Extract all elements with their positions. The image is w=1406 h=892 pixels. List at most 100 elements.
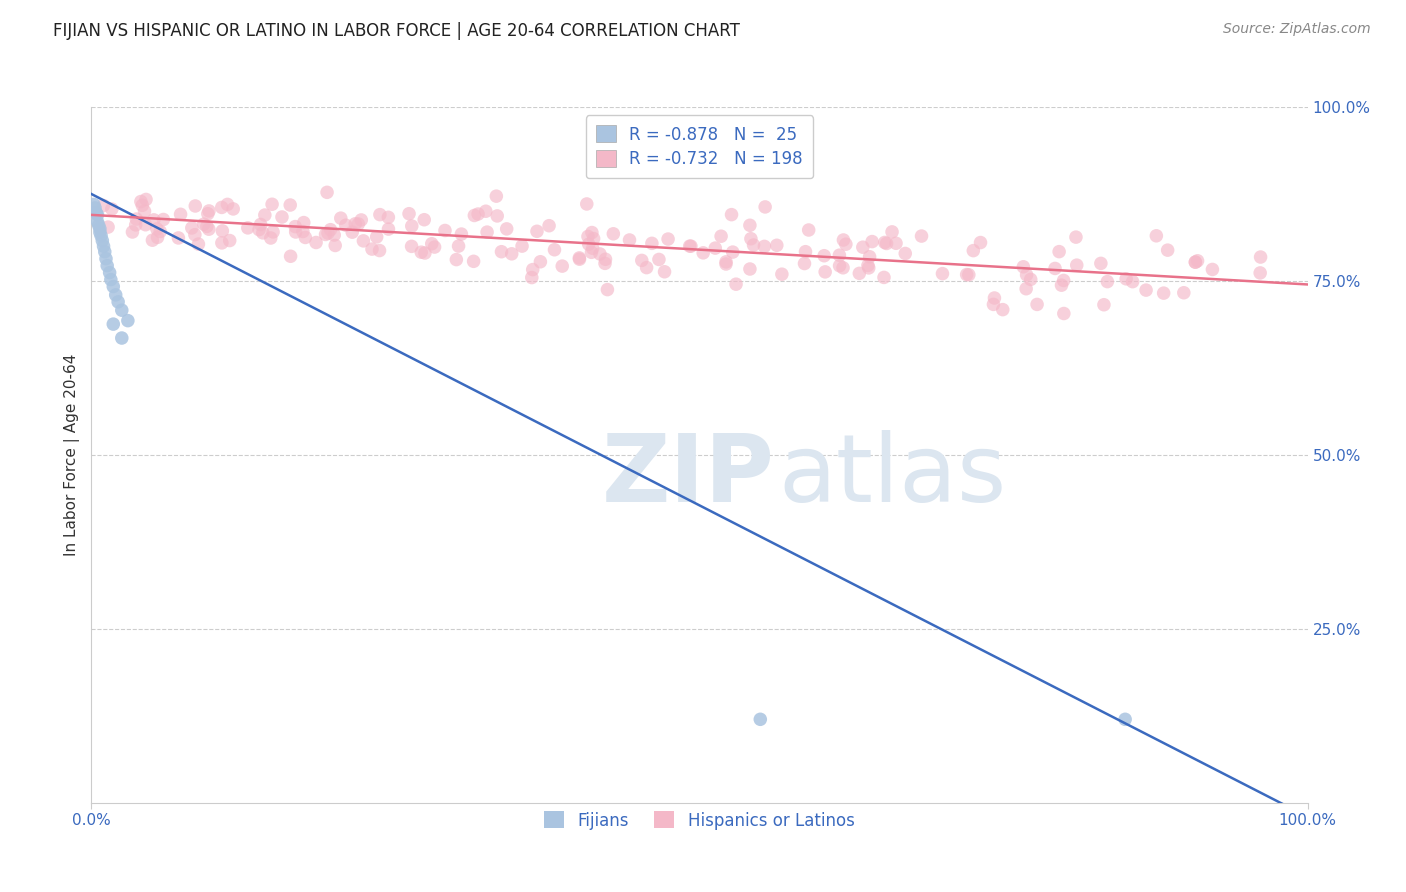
Point	[361, 242, 384, 256]
Point	[1173, 285, 1195, 300]
Point	[103, 317, 125, 331]
Point	[858, 260, 880, 275]
Point	[1201, 262, 1223, 277]
Point	[884, 236, 907, 251]
Point	[96, 259, 118, 273]
Point	[770, 267, 793, 281]
Point	[335, 218, 357, 232]
Point	[463, 254, 485, 268]
Point	[1187, 253, 1209, 268]
Point	[377, 222, 399, 236]
Point	[401, 219, 423, 233]
Point	[262, 197, 284, 211]
Point	[411, 245, 433, 260]
Point	[593, 256, 616, 270]
Y-axis label: In Labor Force | Age 20-64: In Labor Force | Age 20-64	[65, 354, 80, 556]
Point	[1026, 297, 1049, 311]
Point	[1066, 258, 1088, 272]
Point	[315, 227, 337, 242]
Point	[1047, 244, 1070, 259]
Point	[582, 241, 605, 255]
Point	[720, 208, 742, 222]
Point	[636, 260, 658, 275]
Point	[169, 207, 191, 221]
Point	[529, 254, 551, 268]
Point	[433, 223, 456, 237]
Point	[131, 198, 153, 212]
Point	[84, 201, 107, 215]
Point	[447, 239, 470, 253]
Point	[1012, 260, 1035, 274]
Point	[510, 239, 533, 253]
Point	[495, 222, 517, 236]
Point	[398, 207, 420, 221]
Point	[146, 222, 169, 236]
Point	[575, 197, 598, 211]
Point	[1114, 712, 1136, 726]
Point	[619, 233, 641, 247]
Point	[894, 246, 917, 260]
Point	[344, 217, 367, 231]
Point	[551, 259, 574, 273]
Point	[423, 240, 446, 254]
Point	[211, 224, 233, 238]
Point	[86, 208, 108, 222]
Point	[420, 236, 443, 251]
Point	[813, 249, 835, 263]
Point	[630, 253, 652, 268]
Text: Source: ZipAtlas.com: Source: ZipAtlas.com	[1223, 22, 1371, 37]
Point	[323, 228, 346, 243]
Point	[931, 267, 953, 281]
Point	[1249, 266, 1271, 280]
Point	[692, 245, 714, 260]
Point	[765, 238, 787, 252]
Point	[450, 227, 472, 241]
Point	[1156, 243, 1178, 257]
Point	[749, 712, 772, 726]
Point	[856, 259, 879, 273]
Point	[1053, 273, 1076, 287]
Point	[1184, 255, 1206, 269]
Point	[135, 193, 157, 207]
Point	[797, 223, 820, 237]
Point	[211, 201, 233, 215]
Point	[278, 198, 301, 212]
Point	[319, 222, 342, 236]
Point	[323, 238, 346, 252]
Point	[141, 233, 163, 247]
Point	[1184, 255, 1206, 269]
Point	[86, 215, 108, 229]
Point	[578, 237, 600, 252]
Point	[94, 252, 117, 266]
Point	[589, 247, 612, 261]
Point	[83, 197, 105, 211]
Point	[721, 245, 744, 260]
Point	[568, 251, 591, 265]
Point	[84, 206, 107, 220]
Point	[876, 236, 898, 251]
Point	[260, 231, 283, 245]
Point	[969, 235, 991, 250]
Point	[184, 227, 207, 242]
Point	[910, 229, 932, 244]
Point	[1090, 256, 1112, 270]
Point	[217, 197, 239, 211]
Point	[149, 225, 172, 239]
Point	[475, 225, 498, 239]
Point	[184, 199, 207, 213]
Point	[714, 257, 737, 271]
Legend: Fijians, Hispanics or Latinos: Fijians, Hispanics or Latinos	[538, 805, 860, 836]
Point	[742, 238, 765, 252]
Point	[271, 210, 294, 224]
Point	[848, 266, 870, 280]
Point	[347, 217, 370, 231]
Point	[1250, 250, 1272, 264]
Point	[342, 225, 364, 239]
Point	[991, 302, 1014, 317]
Point	[89, 222, 111, 236]
Point	[413, 212, 436, 227]
Point	[520, 270, 543, 285]
Point	[654, 265, 676, 279]
Point	[1064, 230, 1087, 244]
Point	[983, 291, 1005, 305]
